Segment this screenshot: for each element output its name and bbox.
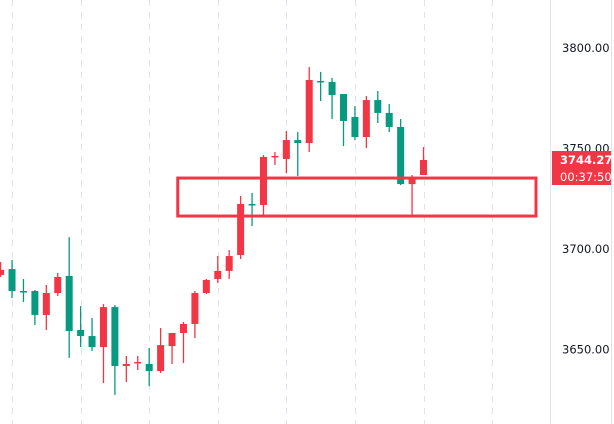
candle — [31, 290, 39, 325]
candle — [168, 333, 176, 364]
candle — [294, 132, 302, 177]
candle-body — [385, 112, 393, 127]
candle-body — [340, 94, 347, 121]
candle-body — [0, 269, 5, 275]
candle-body — [8, 269, 16, 292]
candle — [340, 94, 347, 147]
candle — [420, 147, 428, 176]
candle — [54, 272, 62, 297]
candle — [397, 118, 405, 186]
candle — [305, 67, 313, 152]
candle-body — [191, 293, 199, 324]
price-tick-label: 3700.00 — [562, 242, 610, 256]
candle-body — [420, 160, 428, 176]
candle — [145, 348, 153, 387]
candle — [111, 305, 119, 395]
candle — [202, 278, 210, 295]
last-price-background — [552, 151, 611, 186]
candle — [42, 284, 50, 331]
candle-body — [259, 156, 267, 205]
candle-body — [65, 275, 73, 332]
candle-body — [157, 345, 165, 372]
candle-body — [54, 276, 62, 294]
candle-body — [408, 178, 416, 185]
candle-body — [111, 307, 119, 366]
candle-body — [179, 323, 187, 334]
candle — [271, 151, 279, 165]
candle-body — [351, 116, 359, 138]
candle — [351, 106, 359, 141]
candle — [77, 306, 85, 348]
candle — [157, 327, 165, 374]
candle — [122, 355, 130, 383]
candle — [225, 250, 233, 279]
candle — [88, 317, 96, 351]
candle-body — [362, 100, 370, 138]
candle — [237, 195, 245, 260]
candle-body — [237, 203, 245, 256]
candle-body — [328, 81, 336, 96]
candle — [191, 291, 199, 339]
candle — [282, 131, 290, 174]
candle-body — [317, 80, 325, 83]
price-tick-label: 3650.00 — [562, 343, 610, 357]
candle-body — [374, 100, 382, 113]
candle — [317, 71, 325, 102]
candle — [0, 262, 5, 277]
candle — [328, 77, 336, 119]
candle-body — [294, 140, 302, 144]
candle-body — [271, 155, 279, 158]
candle-body — [99, 307, 107, 348]
candle-body — [122, 363, 130, 366]
candle-body — [202, 279, 210, 294]
candle-body — [77, 330, 85, 337]
candle-body — [214, 270, 222, 279]
candle-body — [88, 336, 96, 348]
candle — [408, 175, 416, 217]
last-price-badge: 3744.27 00:37:50 — [552, 151, 612, 186]
candle — [179, 321, 187, 363]
candle-body — [248, 203, 256, 206]
candle — [385, 104, 393, 133]
candle-body — [168, 333, 176, 347]
candle — [374, 91, 382, 123]
candle — [134, 355, 142, 371]
candle — [214, 256, 222, 283]
candle — [362, 96, 370, 149]
candle-body — [42, 293, 50, 315]
candle — [65, 237, 73, 358]
candle — [248, 192, 256, 227]
candle — [19, 278, 27, 303]
candle-body — [225, 256, 233, 271]
candle-body — [31, 291, 39, 315]
last-price-label: 3744.27 — [560, 153, 612, 167]
annotation-rectangle[interactable] — [176, 176, 538, 218]
candles — [0, 67, 428, 395]
candle-body — [305, 79, 313, 144]
price-tick-label: 3800.00 — [562, 41, 610, 55]
candle-body — [19, 291, 27, 293]
bar-countdown-label: 00:37:50 — [560, 170, 612, 184]
candle — [8, 260, 16, 299]
candle-body — [134, 361, 142, 364]
candle — [99, 304, 107, 384]
candle-body — [282, 140, 290, 159]
candle-body — [397, 126, 405, 185]
candle — [259, 154, 267, 216]
candle-body — [145, 363, 153, 372]
